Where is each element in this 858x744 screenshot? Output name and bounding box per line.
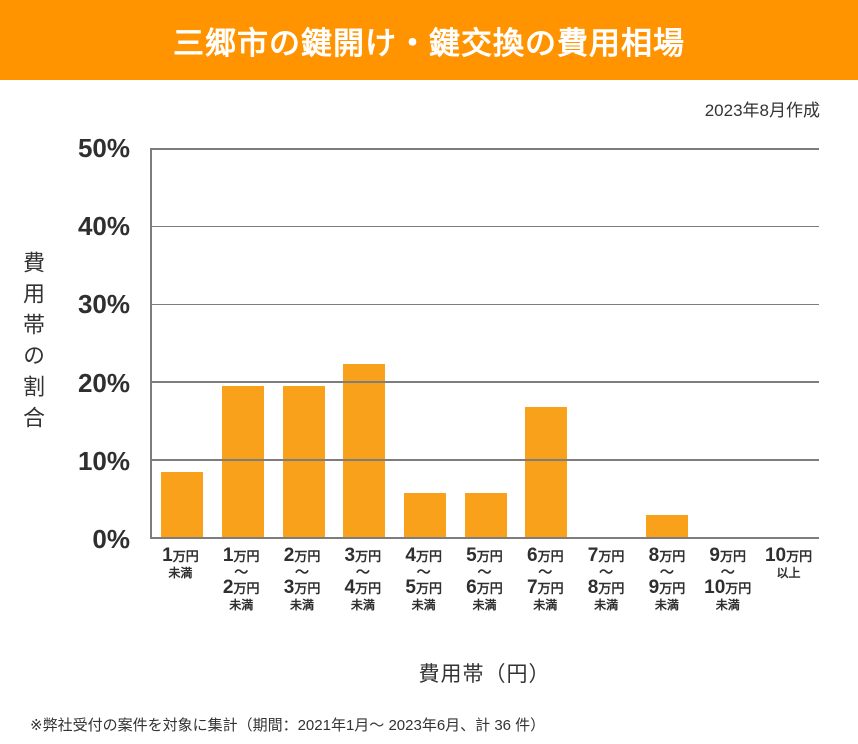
y-tick-label: 30%	[77, 289, 130, 320]
date-note: 2023年8月作成	[704, 101, 820, 120]
bar-4万円〜5万円未満	[403, 493, 446, 537]
bar-1万円〜2万円未満	[221, 386, 264, 537]
x-tick-label: 9万円〜 10万円 未満	[704, 545, 752, 612]
bar-slot	[637, 148, 698, 537]
bar-1万円未満	[161, 472, 204, 537]
bar-slot	[576, 148, 637, 537]
x-tick-label: 4万円〜 5万円 未満	[405, 545, 442, 612]
bar-6万円〜7万円未満	[525, 407, 568, 537]
y-tick-label: 50%	[77, 133, 130, 163]
bar-slot	[395, 148, 456, 537]
x-axis-ticks: 1万円 未満 1万円〜 2万円 未満 2万円〜 3万円 未満 3万円〜 4万円 未満 4万円〜 5万円未…	[150, 545, 819, 612]
bar-8万円〜9万円未満	[646, 515, 689, 537]
x-tick-label: 7万円〜 8万円 未満	[587, 545, 625, 612]
gridline-30	[152, 303, 819, 306]
bar-2万円〜3万円未満	[282, 386, 325, 537]
footnote: ※弊社受付の案件を対象に集計（期間：2021年1月～ 2023年6月、計 36 …	[30, 717, 546, 734]
x-tick-label: 5万円〜 6万円 未満	[466, 545, 503, 612]
bar-slot	[455, 148, 516, 537]
x-tick-label: 1万円 未満	[162, 545, 199, 580]
y-tick-label: 20%	[77, 367, 130, 398]
bar-slot	[698, 148, 759, 537]
x-tick-label: 8万円〜 9万円 未満	[648, 545, 686, 612]
title-banner: 三郷市の鍵開け・鍵交換の費用相場	[0, 0, 858, 80]
gridline-50	[152, 148, 819, 150]
bar-slot	[334, 148, 395, 537]
bar-5万円〜6万円未満	[464, 493, 507, 537]
y-axis-title: 費用帯の割合	[20, 250, 45, 437]
x-tick-label: 1万円〜 2万円 未満	[222, 545, 260, 612]
gridline-40	[152, 225, 819, 228]
bar-slot	[213, 148, 274, 537]
bar-slot	[758, 148, 819, 537]
bar-slot	[516, 148, 577, 537]
x-tick-label: 10万円 以上	[764, 545, 813, 580]
y-tick-label: 40%	[77, 211, 130, 242]
x-axis-title: 費用帯（円）	[418, 663, 551, 686]
bar-slot	[152, 148, 213, 537]
bars-container	[152, 148, 819, 537]
bar-3万円〜4万円未満	[343, 364, 386, 537]
gridline-10	[152, 459, 819, 461]
page-title: 三郷市の鍵開け・鍵交換の費用相場	[173, 25, 685, 61]
bar-slot	[273, 148, 334, 537]
x-tick-label: 3万円〜 4万円 未満	[344, 545, 382, 612]
x-tick-label: 6万円〜 7万円 未満	[526, 545, 564, 612]
y-axis-ticks: 0% 10% 20% 30% 40% 50%	[0, 135, 140, 552]
y-tick-label: 10%	[77, 445, 130, 476]
x-tick-label: 2万円〜 3万円 未満	[283, 545, 321, 612]
y-tick-label: 0%	[92, 524, 130, 554]
gridline-20	[152, 381, 819, 383]
plot-area	[150, 148, 819, 539]
